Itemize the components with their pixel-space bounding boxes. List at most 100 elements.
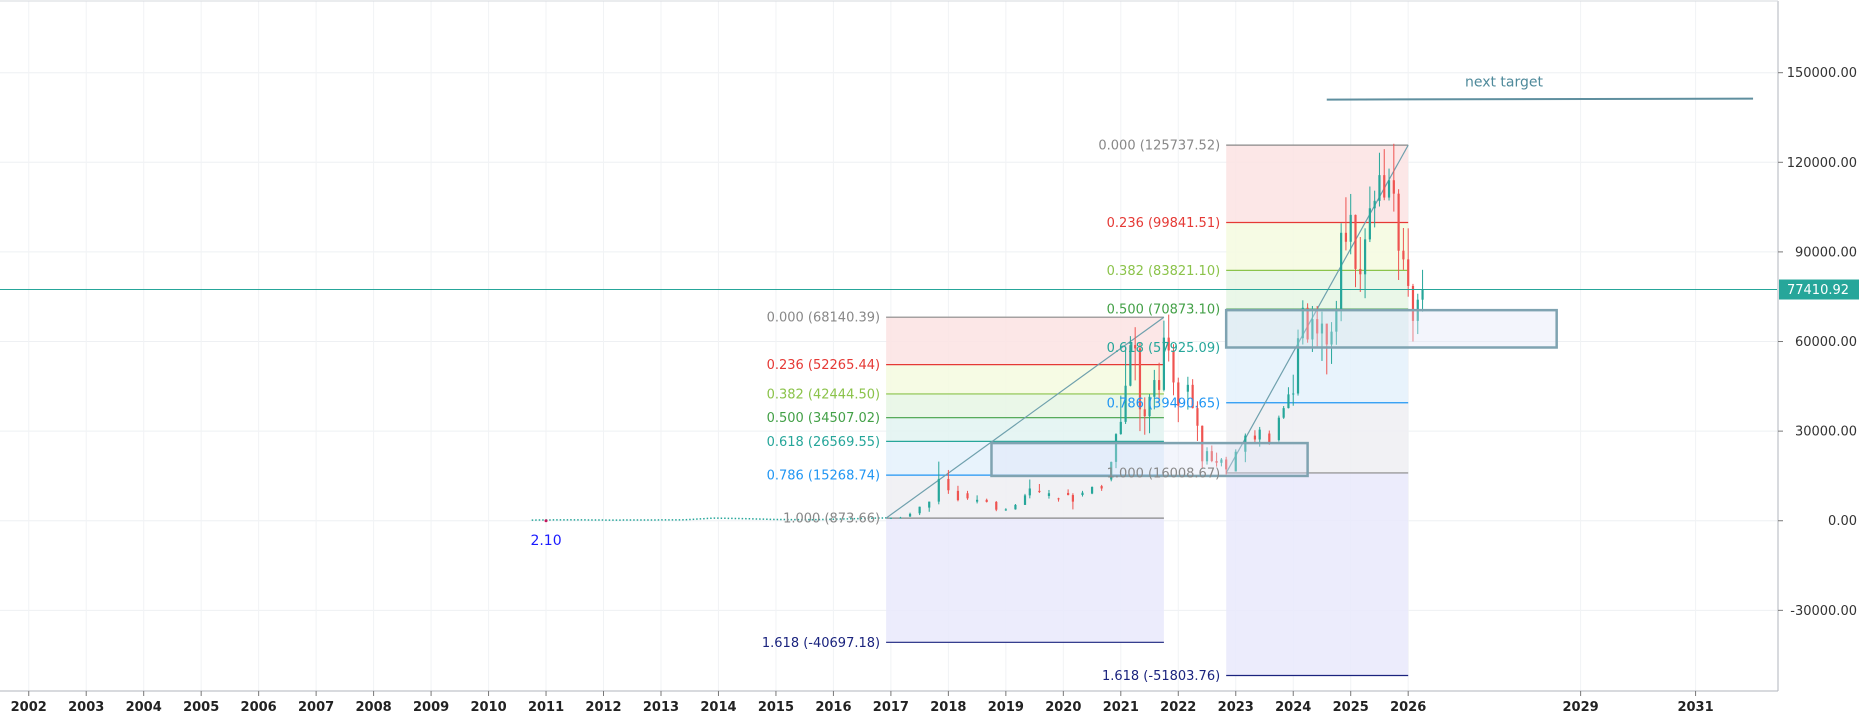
candle <box>1392 143 1395 212</box>
candle <box>1148 394 1151 434</box>
candle <box>1114 433 1118 469</box>
fib-label-0.618: 0.618 (57925.09) <box>1107 341 1221 356</box>
candle-body <box>1196 408 1199 426</box>
candle <box>1172 344 1175 396</box>
candle <box>1363 228 1367 299</box>
fib-zone-0.618 <box>886 441 1164 476</box>
fib-label-0.786: 0.786 (39490.65) <box>1107 396 1221 411</box>
candles <box>889 143 1424 519</box>
x-tick-label: 2013 <box>643 700 679 715</box>
fib-zone-1.000 <box>1226 472 1409 676</box>
candle <box>1215 452 1218 467</box>
x-tick-label: 2003 <box>68 700 104 715</box>
fib-zone-1.000 <box>886 518 1164 643</box>
candle <box>1023 493 1027 505</box>
candle-body <box>1402 250 1405 260</box>
candle-body <box>1100 486 1103 489</box>
x-tick-label: 2015 <box>758 700 794 715</box>
candle-body <box>947 478 950 491</box>
next-target-label: next target <box>1465 75 1544 91</box>
candle-body <box>1129 345 1132 386</box>
candle-body <box>1411 285 1415 321</box>
candle-body <box>956 490 960 501</box>
candle-body <box>976 499 979 502</box>
trend-line-2017-2021[interactable] <box>885 316 1165 519</box>
x-tick-label: 2002 <box>11 700 47 715</box>
fib-label-0.618: 0.618 (26569.55) <box>767 435 881 450</box>
candle-body <box>1114 434 1118 462</box>
candle-body <box>1306 307 1309 340</box>
candle-body <box>1177 382 1180 406</box>
candle <box>1196 401 1199 441</box>
x-tick-label: 2006 <box>241 700 277 715</box>
candle <box>1253 430 1257 444</box>
candle-body <box>1148 396 1151 417</box>
x-tick-label: 2024 <box>1275 700 1311 715</box>
candle-body <box>1383 175 1386 198</box>
candle-body <box>995 501 998 510</box>
candle-body <box>1023 495 1027 505</box>
candle-body <box>966 493 969 499</box>
candle <box>1119 395 1122 435</box>
candle <box>1316 305 1319 347</box>
candle <box>1277 415 1280 442</box>
candle-body <box>1210 451 1213 461</box>
candle-body <box>1368 208 1371 240</box>
candle-body <box>1047 493 1051 496</box>
support-box-2019[interactable] <box>990 441 1309 478</box>
candle <box>1191 379 1194 409</box>
candle-body <box>1014 504 1017 510</box>
candle <box>1134 327 1137 381</box>
support-boxes[interactable] <box>990 308 1558 478</box>
x-tick-label: 2008 <box>356 700 392 715</box>
candle-body <box>1143 409 1146 417</box>
candle-body <box>1301 307 1304 339</box>
x-tick-label: 2022 <box>1160 700 1196 715</box>
candle-body <box>1071 495 1075 502</box>
next-target-line[interactable] <box>1326 97 1754 101</box>
candle-body <box>1387 180 1391 198</box>
candle <box>928 501 931 512</box>
candle-body <box>1110 461 1113 480</box>
candle-body <box>1090 486 1094 494</box>
fib-label-0.500: 0.500 (34507.02) <box>767 411 881 426</box>
candle-body <box>1359 268 1362 275</box>
candle-body <box>985 499 988 502</box>
candle <box>985 498 988 503</box>
candle <box>1028 479 1031 499</box>
candle <box>1110 461 1113 482</box>
candle-body <box>1234 451 1237 472</box>
candle <box>1143 397 1146 435</box>
candle-body <box>1004 509 1007 511</box>
candle-body <box>899 517 902 519</box>
candle <box>1081 490 1084 497</box>
candle-body <box>1138 348 1142 410</box>
low-marker <box>544 519 548 523</box>
y-tick-label: 0.00 <box>1828 514 1857 529</box>
candle <box>995 501 998 512</box>
fib-label-1.618: 1.618 (-51803.76) <box>1102 669 1220 684</box>
candle <box>1296 329 1300 396</box>
candle-body <box>1378 175 1381 201</box>
candle-body <box>1124 385 1127 422</box>
support-box-2025[interactable] <box>1224 308 1558 349</box>
candle-body <box>1028 488 1031 496</box>
x-tick-label: 2029 <box>1563 700 1599 715</box>
fib-zone-0.618 <box>1226 347 1409 403</box>
candle <box>1292 374 1295 406</box>
fib-label-0.000: 0.000 (125737.52) <box>1098 139 1220 154</box>
candle <box>937 461 940 505</box>
candle-body <box>1316 319 1319 334</box>
candle <box>1330 322 1333 364</box>
candle <box>1220 458 1223 467</box>
candle-body <box>1330 331 1333 345</box>
low-price-label: 2.10 <box>530 533 561 549</box>
candle <box>1129 336 1132 387</box>
candle-body <box>1158 380 1161 390</box>
candle-body <box>1220 459 1223 463</box>
x-tick-label: 2018 <box>930 700 966 715</box>
candle <box>1067 489 1070 496</box>
candle <box>1158 362 1161 403</box>
candle <box>889 517 892 519</box>
